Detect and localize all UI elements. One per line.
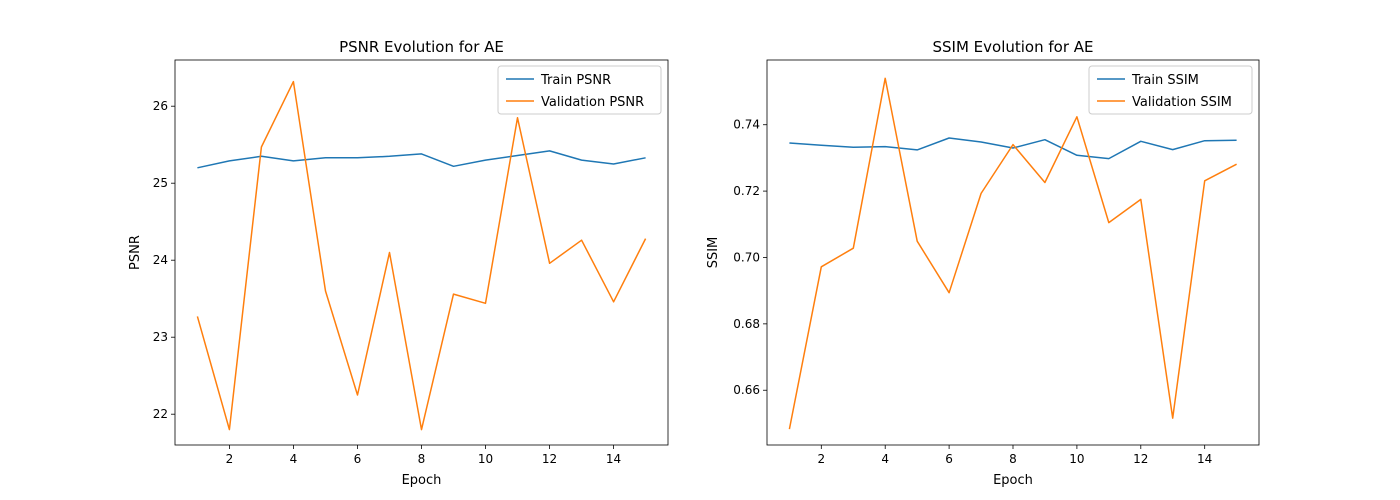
x-tick-label: 8 [1009, 452, 1017, 466]
x-tick-label: 8 [418, 452, 426, 466]
y-tick-label: 0.68 [733, 317, 760, 331]
x-axis-label: Epoch [993, 473, 1033, 488]
series-line-0 [789, 137, 1237, 160]
y-tick-label: 25 [153, 176, 168, 190]
x-tick-label: 6 [945, 452, 953, 466]
chart-title: SSIM Evolution for AE [932, 38, 1093, 56]
series-line-1 [788, 77, 1237, 430]
y-tick-label: 23 [153, 330, 168, 344]
x-tick-label: 14 [606, 452, 621, 466]
y-axis-label: SSIM [706, 237, 721, 269]
x-tick-label: 10 [1069, 452, 1084, 466]
x-tick-label: 12 [542, 452, 557, 466]
chart-panel-ssim: SSIM Evolution for AE 2 4 6 8 10 12 14 0.66 0.68 0… [706, 38, 1260, 488]
legend: Train SSIM Validation SSIM [1088, 65, 1253, 115]
y-axis-label: PSNR [128, 235, 143, 270]
x-tick-label: 10 [478, 452, 493, 466]
x-tick-label: 4 [881, 452, 889, 466]
x-axis-label: Epoch [402, 473, 442, 488]
y-tick-label: 0.74 [733, 118, 760, 132]
x-tick-label: 2 [226, 452, 234, 466]
legend-label: Validation PSNR [541, 95, 644, 110]
legend-box [1088, 65, 1253, 115]
legend-label: Train PSNR [540, 73, 611, 88]
plot-frame [174, 59, 669, 446]
y-tick-label: 24 [153, 253, 168, 267]
x-tick-label: 2 [817, 452, 825, 466]
x-tick-label: 4 [290, 452, 298, 466]
chart-title: PSNR Evolution for AE [339, 38, 504, 56]
x-tick-label: 14 [1197, 452, 1212, 466]
y-tick-label: 0.72 [733, 184, 760, 198]
legend-label: Validation SSIM [1132, 95, 1232, 110]
legend-label: Train SSIM [1131, 73, 1199, 88]
chart-panel-psnr: PSNR Evolution for AE2 4 6 8 10 12 14222324252… [128, 38, 669, 488]
x-tick-label: 6 [354, 452, 362, 466]
series-line-1 [196, 80, 647, 431]
y-tick-label: 26 [153, 99, 168, 113]
plot-frame [766, 59, 1260, 446]
y-tick-label: 22 [153, 407, 168, 421]
y-tick-label: 0.70 [733, 250, 760, 264]
series-line-0 [197, 150, 646, 169]
x-tick-label: 12 [1133, 452, 1148, 466]
legend: Train PSNR Validation PSNR [497, 65, 662, 115]
legend-box [497, 65, 662, 115]
y-tick-label: 0.66 [733, 383, 760, 397]
